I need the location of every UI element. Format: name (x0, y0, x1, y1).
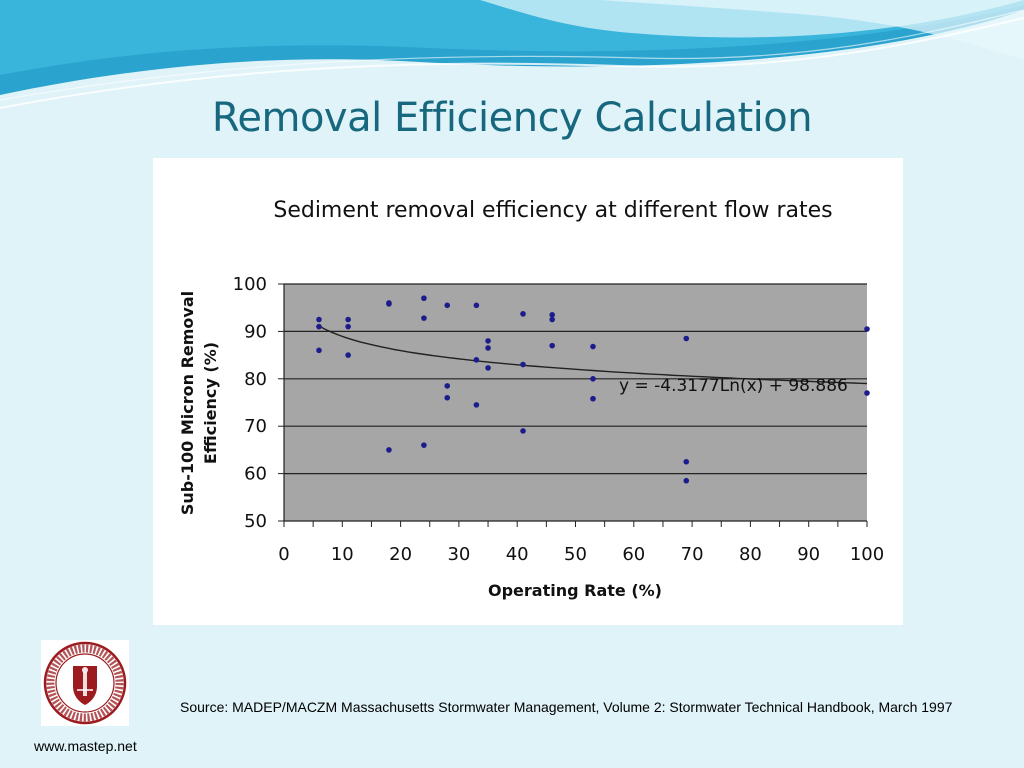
data-point (520, 428, 526, 434)
data-point (386, 301, 392, 307)
x-tick-label: 10 (331, 544, 354, 565)
data-point (864, 326, 870, 332)
source-citation: Source: MADEP/MACZM Massachusetts Stormw… (180, 699, 953, 715)
data-point (386, 447, 392, 453)
data-point (683, 458, 690, 465)
x-tick-label: 20 (389, 544, 412, 565)
x-axis-title: Operating Rate (%) (488, 581, 662, 600)
y-axis-title-line2: Efficiency (%) (201, 342, 220, 464)
chart-panel: Sediment removal efficiency at different… (153, 158, 903, 625)
data-point (316, 316, 322, 323)
trendline-group (318, 325, 868, 385)
x-tick-label: 50 (564, 544, 587, 565)
data-point (549, 312, 555, 318)
data-point (485, 365, 491, 371)
data-point (683, 335, 690, 342)
y-tick-label: 80 (244, 369, 267, 390)
x-tick-label: 30 (447, 544, 470, 565)
data-point (421, 295, 427, 302)
data-point (549, 316, 555, 323)
data-point (864, 390, 870, 396)
x-tick-label: 70 (681, 544, 704, 565)
data-point (316, 347, 322, 354)
data-point (316, 323, 322, 330)
data-point (590, 395, 596, 402)
trendline-equation: y = -4.3177Ln(x) + 98.886 (619, 376, 848, 396)
y-tick-label: 60 (244, 464, 267, 485)
x-tick-label: 90 (797, 544, 820, 565)
y-tick-label: 90 (244, 321, 267, 342)
data-point (421, 442, 427, 448)
y-tick-label: 100 (233, 274, 267, 295)
data-point (345, 316, 351, 323)
data-point (520, 311, 526, 317)
x-tick-label: 40 (506, 544, 529, 565)
page-title: Removal Efficiency Calculation (211, 95, 813, 141)
data-point (345, 352, 351, 358)
header-wave-banner (0, 0, 1024, 109)
umass-amherst-seal-logo (41, 640, 129, 726)
data-point (590, 343, 596, 350)
y-tick-label: 50 (244, 511, 267, 532)
x-tick-labels: 0 10 20 30 40 50 60 70 80 90 100 (278, 544, 884, 565)
chart-title: Sediment removal efficiency at different… (273, 198, 832, 223)
data-point (345, 323, 351, 330)
data-point (421, 315, 427, 321)
data-point (485, 345, 491, 351)
data-point (590, 376, 596, 382)
data-point (473, 357, 480, 363)
data-points (316, 295, 870, 484)
data-point (485, 338, 491, 344)
data-point (473, 402, 480, 408)
trendline (318, 325, 868, 385)
y-tick-labels: 50 60 70 80 90 100 (233, 274, 267, 532)
website-link[interactable]: www.mastep.net (34, 738, 137, 754)
x-tick-label: 60 (622, 544, 645, 565)
axes (278, 283, 868, 527)
data-point (549, 342, 555, 349)
y-tick-label: 70 (244, 416, 267, 437)
data-point (444, 302, 451, 309)
data-point (473, 302, 480, 309)
data-point (444, 383, 451, 389)
data-point (683, 477, 690, 484)
data-point (444, 394, 451, 401)
scatter-chart: Sediment removal efficiency at different… (178, 198, 884, 600)
x-tick-label: 100 (850, 544, 884, 565)
y-axis-title-line1: Sub-100 Micron Removal (178, 291, 197, 515)
x-tick-label: 80 (739, 544, 762, 565)
grid-lines (284, 283, 867, 475)
plot-area (284, 284, 867, 521)
x-tick-label: 0 (278, 544, 289, 565)
data-point (520, 361, 526, 368)
